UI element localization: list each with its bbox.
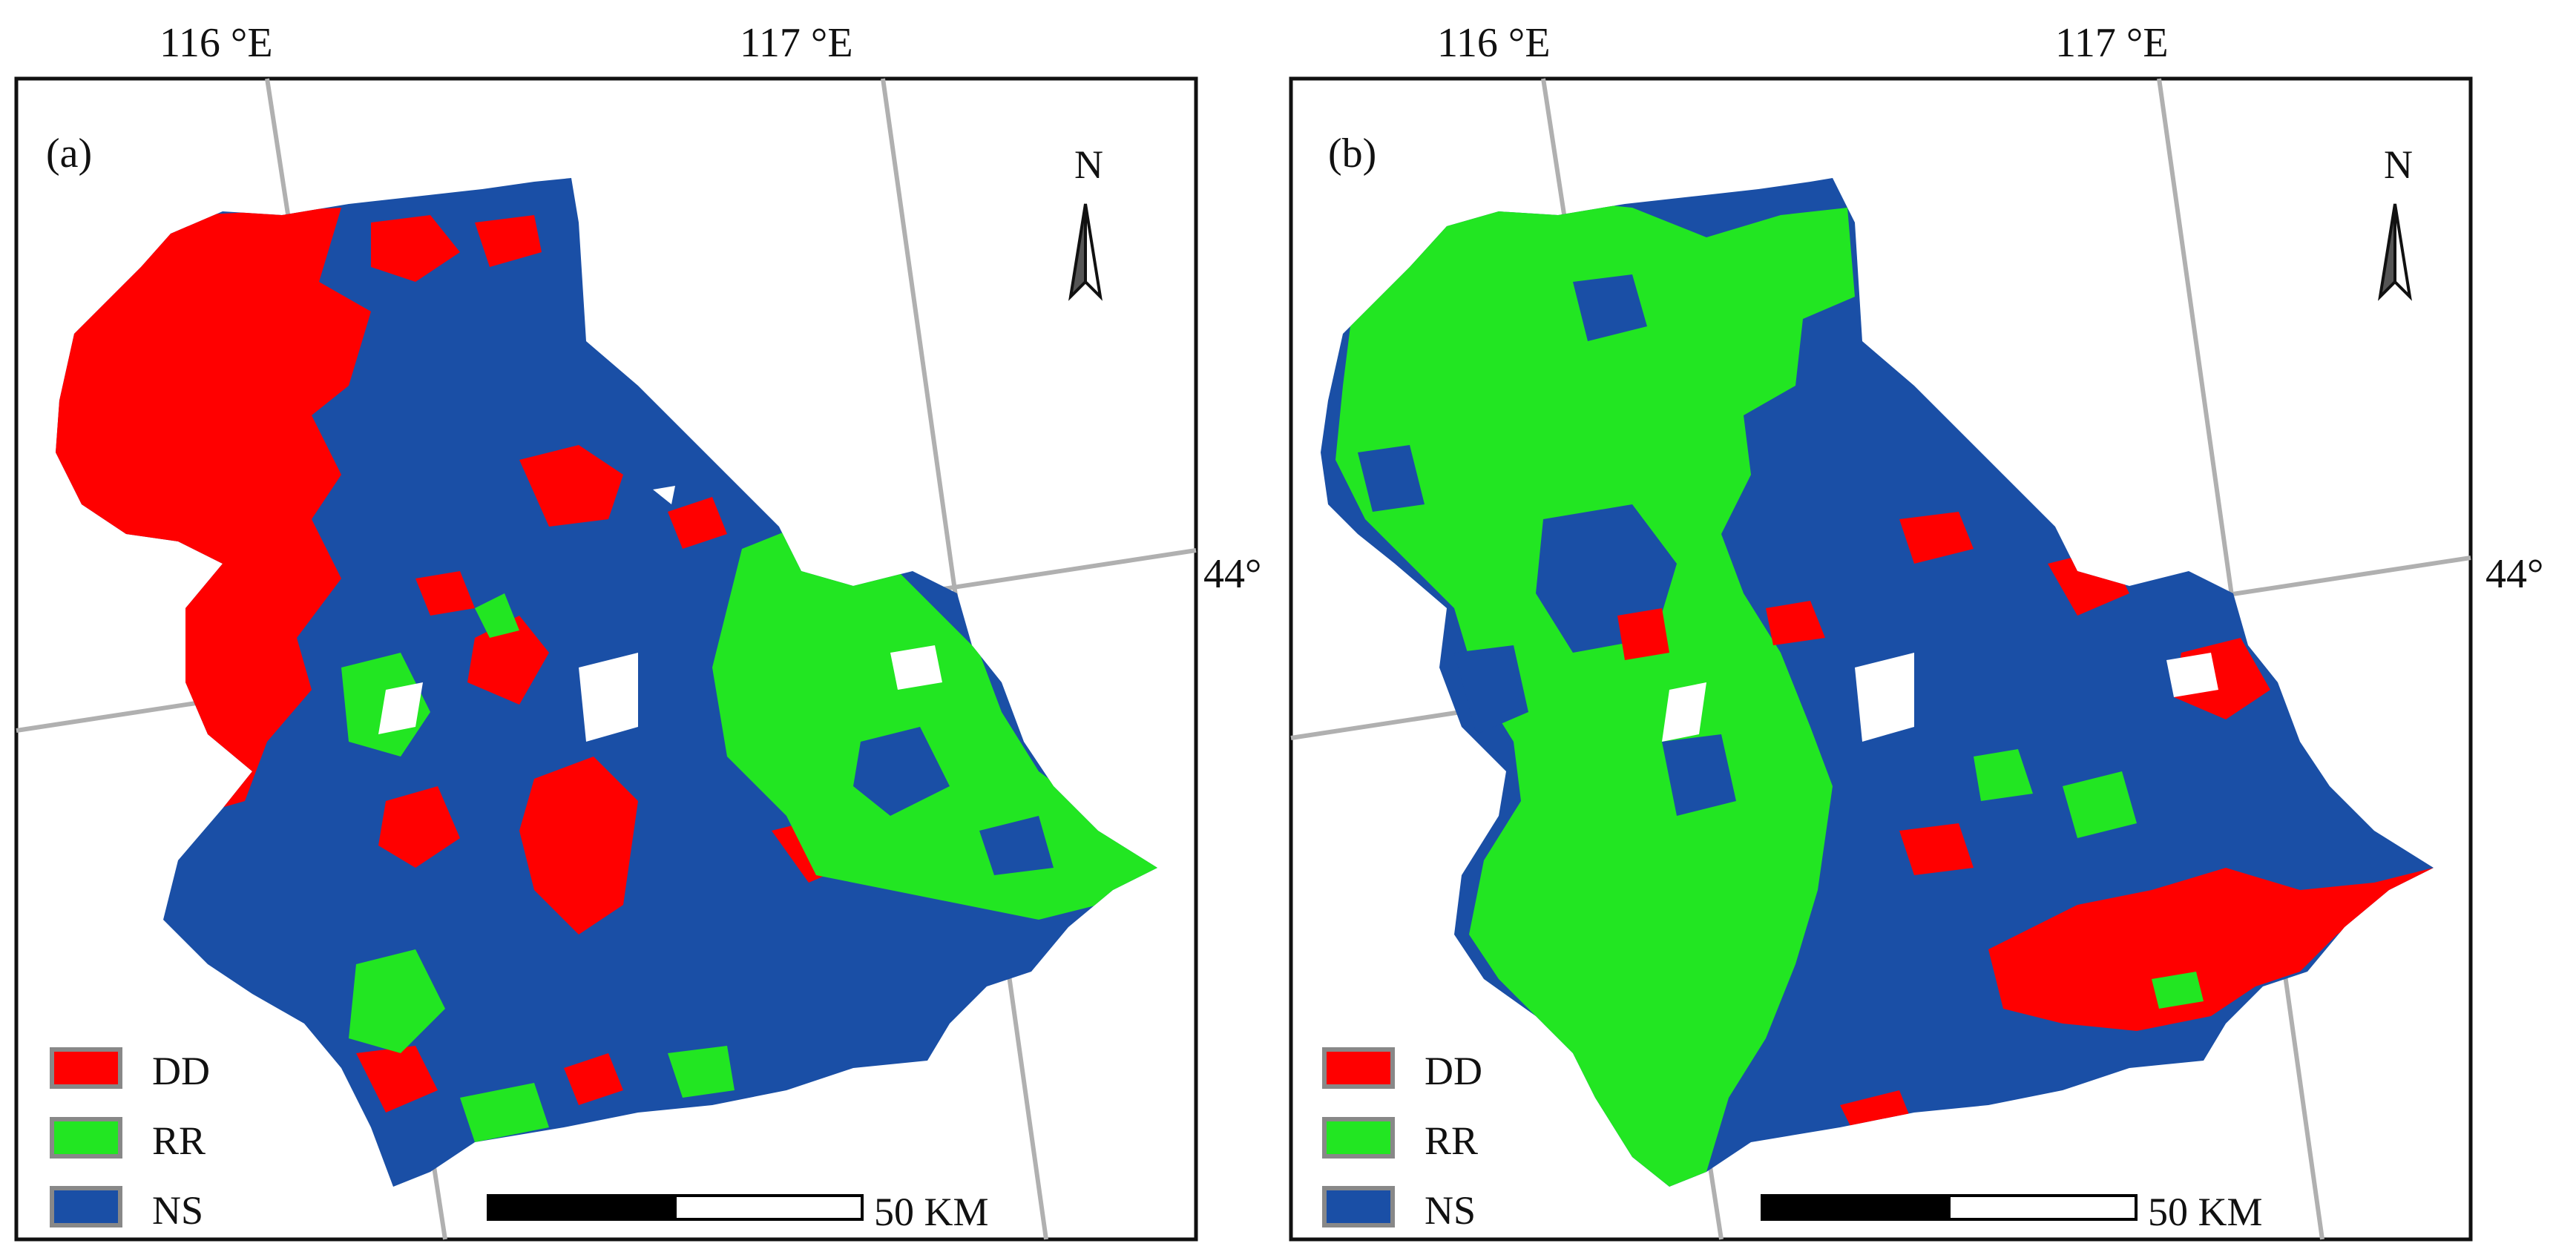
nodata-gap: [2166, 653, 2218, 697]
dd-patch: [371, 215, 460, 282]
lat-label-44: 44°: [1203, 551, 1261, 597]
legend-swatch-dd: [1322, 1047, 1395, 1089]
dd-patch: [1617, 608, 1669, 660]
ns-patch: [1573, 274, 1647, 341]
legend-swatch-rr: [1322, 1117, 1395, 1159]
ns-patch: [1358, 445, 1425, 512]
dd-patch: [1899, 512, 1974, 564]
rr-patch: [475, 593, 519, 638]
map-panel-a: (a) N DD RR NS 50 KM: [14, 76, 1198, 1242]
nodata-gap: [579, 653, 638, 742]
north-label: N: [2384, 142, 2413, 187]
dd-patch: [519, 757, 638, 935]
nodata-gap: [890, 645, 942, 690]
ns-patch: [1454, 645, 1528, 734]
dd-patch: [519, 445, 623, 527]
legend-swatch-ns: [1322, 1186, 1395, 1227]
lon-label-116: 116 °E: [160, 20, 273, 66]
lon-label-117: 117 °E: [2055, 20, 2169, 66]
legend-label-dd: DD: [152, 1049, 210, 1093]
legend-label-dd: DD: [1425, 1049, 1482, 1093]
legend-swatch-dd: [50, 1047, 122, 1089]
legend: DD RR NS: [1322, 1047, 1482, 1233]
ns-patch: [853, 727, 950, 816]
scale-label: 50 KM: [874, 1190, 989, 1234]
nodata-gap: [653, 486, 675, 504]
nodata-gap: [1662, 682, 1706, 742]
panel-label: (a): [46, 131, 92, 177]
legend-swatch-rr: [50, 1117, 122, 1159]
scale-label: 50 KM: [2148, 1190, 2263, 1234]
legend-label-rr: RR: [1425, 1118, 1478, 1163]
map-panel-b: (b) N DD RR NS 50 KM: [1289, 76, 2473, 1242]
scale-bar: 50 KM: [487, 1190, 989, 1234]
rr-patch-east: [712, 519, 1157, 920]
lat-label-44: 44°: [2485, 551, 2543, 597]
nodata-gap: [1855, 653, 1914, 742]
lon-label-116: 116 °E: [1437, 20, 1551, 66]
rr-patch-west: [1335, 200, 1855, 1187]
rr-patch: [1974, 749, 2033, 801]
legend-swatch-ns: [50, 1186, 122, 1227]
rr-patch: [460, 1083, 549, 1142]
north-arrow: N: [2378, 142, 2413, 301]
legend-label-ns: NS: [152, 1188, 203, 1233]
dd-patch: [467, 616, 549, 705]
panel-label: (b): [1328, 131, 1376, 177]
dd-patch: [475, 215, 542, 267]
rr-patch: [668, 1046, 735, 1098]
scale-bar: 50 KM: [1761, 1190, 2263, 1234]
dd-patch: [415, 571, 475, 616]
rr-patch: [349, 949, 445, 1053]
dd-patch: [668, 497, 727, 549]
rr-patch: [2063, 771, 2137, 838]
lon-label-117: 117 °E: [740, 20, 853, 66]
dd-patch: [1899, 823, 1974, 875]
nodata-gap: [378, 682, 423, 734]
dd-patch: [356, 1046, 438, 1113]
dd-patch: [378, 786, 460, 868]
rr-patch: [2152, 972, 2204, 1009]
legend-label-rr: RR: [152, 1118, 206, 1163]
legend-label-ns: NS: [1425, 1188, 1476, 1233]
dd-patch-southeast: [1988, 868, 2434, 1031]
dd-patch: [564, 1053, 623, 1105]
dd-patch: [1766, 601, 1825, 645]
ns-patch: [1662, 734, 1736, 816]
ns-patch: [979, 816, 1054, 875]
north-arrow: N: [1068, 142, 1103, 301]
legend: DD RR NS: [50, 1047, 210, 1233]
north-label: N: [1074, 142, 1103, 187]
